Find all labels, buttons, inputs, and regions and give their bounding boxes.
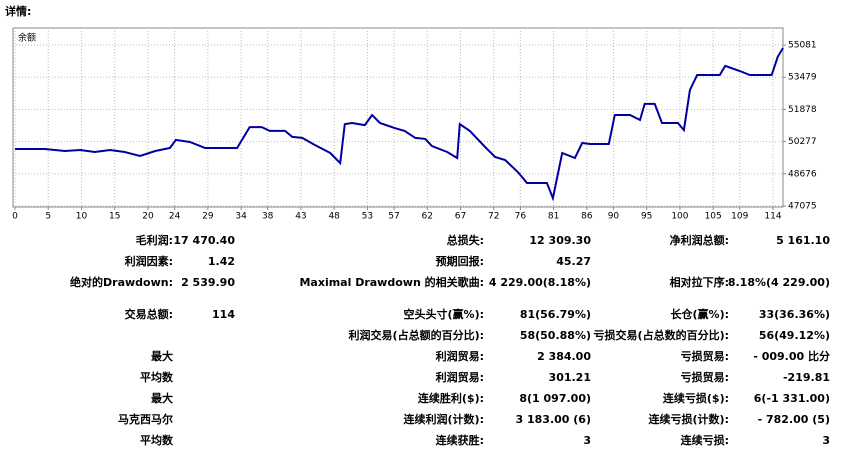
stat-label: 利润交易(占总额的百分比): <box>349 328 484 342</box>
stat-value: 58(50.88%) <box>520 329 591 342</box>
stat-value: 1.42 <box>208 255 235 268</box>
stat-label: 马克西马尔 <box>118 412 173 426</box>
stat-label: 连续亏损: <box>681 433 729 447</box>
stat-value: 3 <box>822 434 830 447</box>
x-tick-label: 81 <box>548 212 559 222</box>
stat-label: 连续利润(计数): <box>404 412 484 426</box>
stat-label: 连续胜利($): <box>418 391 484 405</box>
x-tick-label: 53 <box>362 212 373 222</box>
stat-value: 4 229.00(8.18%) <box>489 276 591 289</box>
stat-value: 12 309.30 <box>529 234 591 247</box>
stat-label: 亏损交易(占总数的百分比): <box>594 328 729 342</box>
stat-label: 长仓(赢%): <box>671 307 729 321</box>
stat-value: 33(36.36%) <box>759 308 830 321</box>
stat-label: 最大 <box>151 349 173 363</box>
stat-value: 8(1 097.00) <box>519 392 591 405</box>
stat-label: 绝对的Drawdown: <box>70 275 173 289</box>
x-tick-label: 90 <box>608 212 620 222</box>
stat-label: 总损失: <box>447 233 484 247</box>
stat-label: 平均数 <box>140 433 174 447</box>
stat-label: 连续亏损($): <box>663 391 729 405</box>
stat-label: 净利润总额: <box>670 233 729 247</box>
x-tick-label: 5 <box>45 212 51 222</box>
x-tick-label: 109 <box>731 212 748 222</box>
x-tick-label: 100 <box>671 212 688 222</box>
stat-label: 空头头寸(赢%): <box>404 307 484 321</box>
stat-value: 45.27 <box>556 255 591 268</box>
stat-label: Maximal Drawdown 的相关歌曲: <box>299 275 484 289</box>
x-tick-label: 38 <box>262 212 274 222</box>
stat-value: - 009.00 比分 <box>753 349 830 363</box>
stat-label: 毛利润: <box>136 233 173 247</box>
stat-value: 3 183.00 (6) <box>516 413 591 426</box>
stat-value: 114 <box>212 308 235 321</box>
y-tick-label: 51878 <box>788 105 817 115</box>
x-tick-label: 34 <box>235 212 247 222</box>
x-tick-label: 95 <box>641 212 652 222</box>
stat-label: 利润贸易: <box>436 349 484 363</box>
stat-value: 56(49.12%) <box>759 329 830 342</box>
stat-value: 2 539.90 <box>181 276 235 289</box>
x-tick-label: 62 <box>422 212 433 222</box>
stat-label: 交易总额: <box>125 307 173 321</box>
series-label: 余额 <box>18 32 36 44</box>
stat-value: 8.18%(4 229.00) <box>728 276 830 289</box>
x-tick-label: 10 <box>76 212 88 222</box>
x-tick-label: 43 <box>295 212 306 222</box>
stat-value: - 782.00 (5) <box>758 413 830 426</box>
x-tick-label: 67 <box>455 212 466 222</box>
plot-frame <box>12 27 784 208</box>
stat-label: 预期回报: <box>436 254 484 268</box>
x-tick-label: 20 <box>142 212 154 222</box>
x-tick-label: 15 <box>109 212 120 222</box>
y-tick-label: 50277 <box>788 137 817 147</box>
stat-label: 平均数 <box>140 370 174 384</box>
stat-value: 301.21 <box>549 371 591 384</box>
stat-label: 利润贸易: <box>436 370 484 384</box>
stat-label: 相对拉下序: <box>670 275 729 289</box>
x-tick-label: 76 <box>515 212 527 222</box>
x-tick-label: 29 <box>202 212 214 222</box>
stat-value: 2 384.00 <box>537 350 591 363</box>
x-tick-label: 24 <box>169 212 181 222</box>
balance-line <box>15 47 784 202</box>
title: 详情: <box>5 4 31 18</box>
y-tick-label: 55081 <box>788 41 817 51</box>
y-tick-label: 47075 <box>788 201 817 211</box>
stat-label: 最大 <box>151 391 173 405</box>
stat-label: 利润因素: <box>125 254 173 268</box>
stat-value: -219.81 <box>783 371 830 384</box>
y-tick-label: 53479 <box>788 73 817 83</box>
x-tick-label: 72 <box>488 212 499 222</box>
x-tick-label: 114 <box>764 212 781 222</box>
stat-value: 17 470.40 <box>173 234 235 247</box>
stat-value: 3 <box>583 434 591 447</box>
stat-label: 连续获胜: <box>436 433 484 447</box>
stat-label: 连续亏损(计数): <box>649 412 729 426</box>
x-tick-label: 48 <box>328 212 340 222</box>
x-tick-label: 0 <box>12 212 18 222</box>
stat-value: 5 161.10 <box>776 234 830 247</box>
x-tick-label: 105 <box>705 212 722 222</box>
stat-label: 亏损贸易: <box>681 370 729 384</box>
stat-value: 81(56.79%) <box>520 308 591 321</box>
stat-value: 6(-1 331.00) <box>754 392 830 405</box>
stat-label: 亏损贸易: <box>681 349 729 363</box>
x-tick-label: 57 <box>388 212 399 222</box>
x-tick-label: 86 <box>581 212 593 222</box>
y-tick-label: 48676 <box>788 169 817 179</box>
